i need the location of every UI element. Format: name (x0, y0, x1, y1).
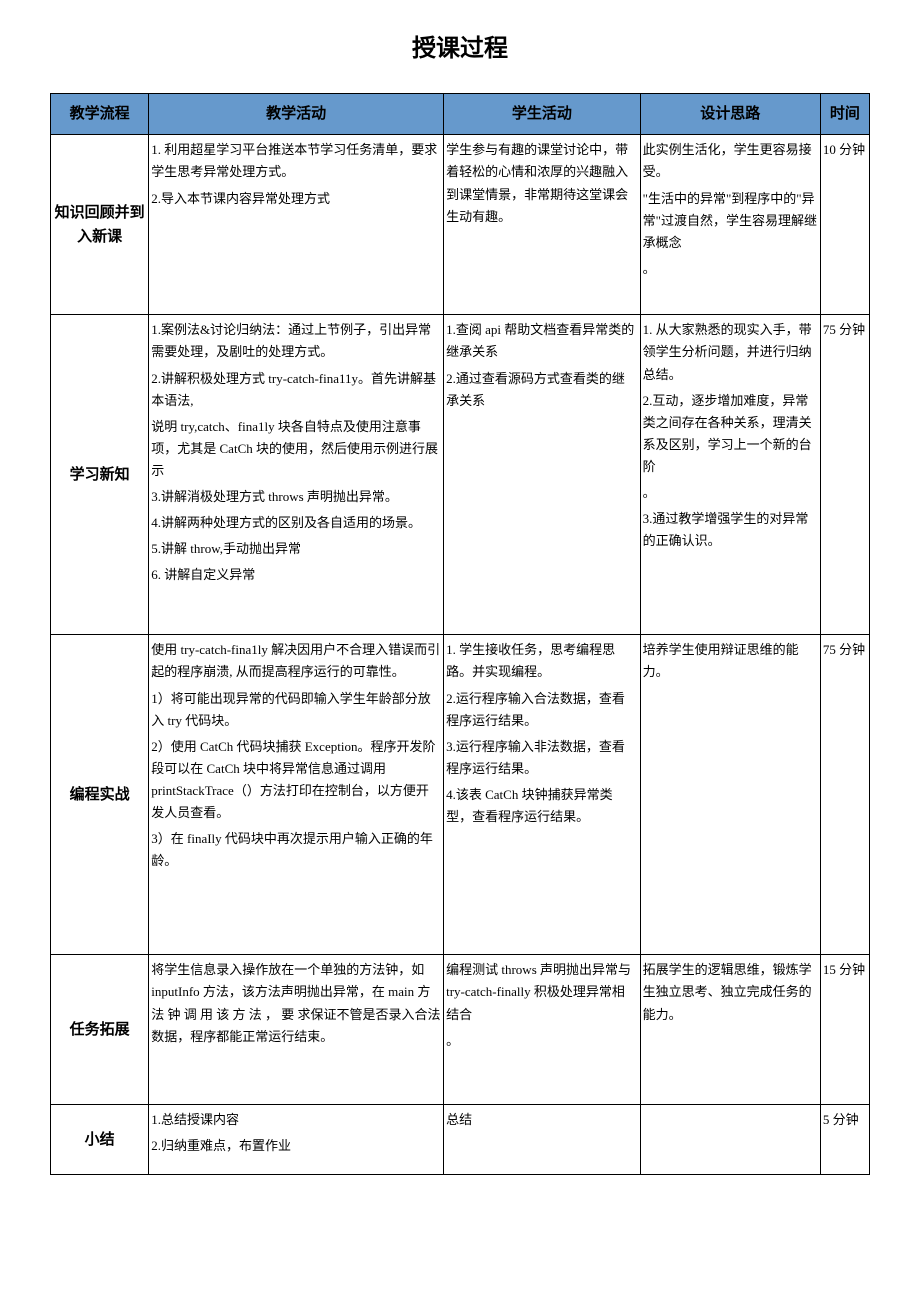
student-line: 2.运行程序输入合法数据，查看程序运行结果。 (446, 688, 638, 732)
time-cell: 10 分钟 (820, 135, 869, 315)
flow-label: 学习新知 (51, 315, 149, 635)
design-line: 。 (643, 258, 818, 280)
table-row: 编程实战 使用 try-catch-fina1ly 解决因用户不合理入错误而引起… (51, 635, 870, 955)
student-line: 2.通过查看源码方式查看类的继承关系 (446, 368, 638, 412)
student-line: 1.查阅 api 帮助文档查看异常类的继承关系 (446, 319, 638, 363)
flow-label: 小结 (51, 1105, 149, 1175)
header-design: 设计思路 (640, 94, 820, 135)
activity-cell: 1. 利用超星学习平台推送本节学习任务清单，要求学生思考异常处理方式。 2.导入… (149, 135, 444, 315)
time-cell: 5 分钟 (820, 1105, 869, 1175)
activity-line: 2）使用 CatCh 代码块捕获 Exception。程序开发阶段可以在 Cat… (151, 736, 441, 824)
activity-line: 1.总结授课内容 (151, 1109, 441, 1131)
header-activity: 教学活动 (149, 94, 444, 135)
flow-label: 编程实战 (51, 635, 149, 955)
design-cell: 拓展学生的逻辑思维，锻炼学生独立思考、独立完成任务的能力。 (640, 955, 820, 1105)
design-line: 2.互动，逐步增加难度，异常类之间存在各种关系，理清关系及区别，学习上一个新的台… (643, 390, 818, 478)
design-line: 此实例生活化，学生更容易接受。 (643, 139, 818, 183)
activity-line: 2.归纳重难点，布置作业 (151, 1135, 441, 1157)
activity-line: 1. 利用超星学习平台推送本节学习任务清单，要求学生思考异常处理方式。 (151, 139, 441, 183)
activity-line: 说明 try,catch、fina1ly 块各自特点及使用注意事项，尤其是 Ca… (151, 416, 441, 482)
activity-line: 4.讲解两种处理方式的区别及各自适用的场景。 (151, 512, 441, 534)
table-row: 任务拓展 将学生信息录入操作放在一个单独的方法钟，如 inputInfo 方法，… (51, 955, 870, 1105)
design-line: "生活中的异常"到程序中的"异常"过渡自然，学生容易理解继承概念 (643, 188, 818, 254)
student-line: 3.运行程序输入非法数据，查看程序运行结果。 (446, 736, 638, 780)
design-cell: 此实例生活化，学生更容易接受。 "生活中的异常"到程序中的"异常"过渡自然，学生… (640, 135, 820, 315)
student-cell: 1. 学生接收任务，思考编程思路。并实现编程。 2.运行程序输入合法数据，查看程… (444, 635, 641, 955)
activity-line: 1）将可能出现异常的代码即输入学生年龄部分放入 try 代码块。 (151, 688, 441, 732)
table-row: 知识回顾并到入新课 1. 利用超星学习平台推送本节学习任务清单，要求学生思考异常… (51, 135, 870, 315)
activity-line: 3）在 finaIly 代码块中再次提示用户输入正确的年龄。 (151, 828, 441, 872)
activity-line: 2.导入本节课内容异常处理方式 (151, 188, 441, 210)
student-cell: 学生参与有趣的课堂讨论中，带着轻松的心情和浓厚的兴趣融入到课堂情景，非常期待这堂… (444, 135, 641, 315)
student-line: 学生参与有趣的课堂讨论中，带着轻松的心情和浓厚的兴趣融入到课堂情景，非常期待这堂… (446, 139, 638, 227)
flow-label: 任务拓展 (51, 955, 149, 1105)
design-cell: 1. 从大家熟悉的现实入手，带领学生分析问题，并进行归纳总结。 2.互动，逐步增… (640, 315, 820, 635)
student-cell: 总结 (444, 1105, 641, 1175)
design-line: 拓展学生的逻辑思维，锻炼学生独立思考、独立完成任务的能力。 (643, 959, 818, 1025)
activity-line: 使用 try-catch-fina1ly 解决因用户不合理入错误而引起的程序崩溃… (151, 639, 441, 683)
activity-line: 6. 讲解自定义异常 (151, 564, 441, 586)
flow-label: 知识回顾并到入新课 (51, 135, 149, 315)
student-line: 总结 (446, 1109, 638, 1131)
design-line: 1. 从大家熟悉的现实入手，带领学生分析问题，并进行归纳总结。 (643, 319, 818, 385)
table-header-row: 教学流程 教学活动 学生活动 设计思路 时间 (51, 94, 870, 135)
design-line: 。 (643, 482, 818, 504)
activity-cell: 1.案例法&讨论归纳法：通过上节例子，引出异常需要处理，及剧吐的处理方式。 2.… (149, 315, 444, 635)
page-title: 授课过程 (50, 30, 870, 68)
design-line: 培养学生使用辩证思维的能力。 (643, 639, 818, 683)
activity-cell: 1.总结授课内容 2.归纳重难点，布置作业 (149, 1105, 444, 1175)
activity-line: 5.讲解 throw,手动抛出异常 (151, 538, 441, 560)
header-student: 学生活动 (444, 94, 641, 135)
student-cell: 编程测试 throws 声明抛出异常与 try-catch-finally 积极… (444, 955, 641, 1105)
activity-line: 1.案例法&讨论归纳法：通过上节例子，引出异常需要处理，及剧吐的处理方式。 (151, 319, 441, 363)
student-line: 1. 学生接收任务，思考编程思路。并实现编程。 (446, 639, 638, 683)
time-cell: 15 分钟 (820, 955, 869, 1105)
student-line: 4.该表 CatCh 块钟捕获异常类型，查看程序运行结果。 (446, 784, 638, 828)
activity-cell: 将学生信息录入操作放在一个单独的方法钟，如 inputInfo 方法，该方法声明… (149, 955, 444, 1105)
design-cell (640, 1105, 820, 1175)
student-cell: 1.查阅 api 帮助文档查看异常类的继承关系 2.通过查看源码方式查看类的继承… (444, 315, 641, 635)
student-line: 编程测试 throws 声明抛出异常与 try-catch-finally 积极… (446, 959, 638, 1025)
activity-cell: 使用 try-catch-fina1ly 解决因用户不合理入错误而引起的程序崩溃… (149, 635, 444, 955)
time-cell: 75 分钟 (820, 315, 869, 635)
header-time: 时间 (820, 94, 869, 135)
time-cell: 75 分钟 (820, 635, 869, 955)
activity-line: 2.讲解积极处理方式 try-catch-fina11y。首先讲解基本语法, (151, 368, 441, 412)
design-cell: 培养学生使用辩证思维的能力。 (640, 635, 820, 955)
header-flow: 教学流程 (51, 94, 149, 135)
activity-line: 3.讲解消极处理方式 throws 声明抛出异常。 (151, 486, 441, 508)
lesson-table: 教学流程 教学活动 学生活动 设计思路 时间 知识回顾并到入新课 1. 利用超星… (50, 93, 870, 1175)
activity-line: 将学生信息录入操作放在一个单独的方法钟，如 inputInfo 方法，该方法声明… (151, 959, 441, 1047)
table-row: 小结 1.总结授课内容 2.归纳重难点，布置作业 总结 5 分钟 (51, 1105, 870, 1175)
table-row: 学习新知 1.案例法&讨论归纳法：通过上节例子，引出异常需要处理，及剧吐的处理方… (51, 315, 870, 635)
design-line: 3.通过教学增强学生的对异常的正确认识。 (643, 508, 818, 552)
student-line: 。 (446, 1030, 638, 1052)
